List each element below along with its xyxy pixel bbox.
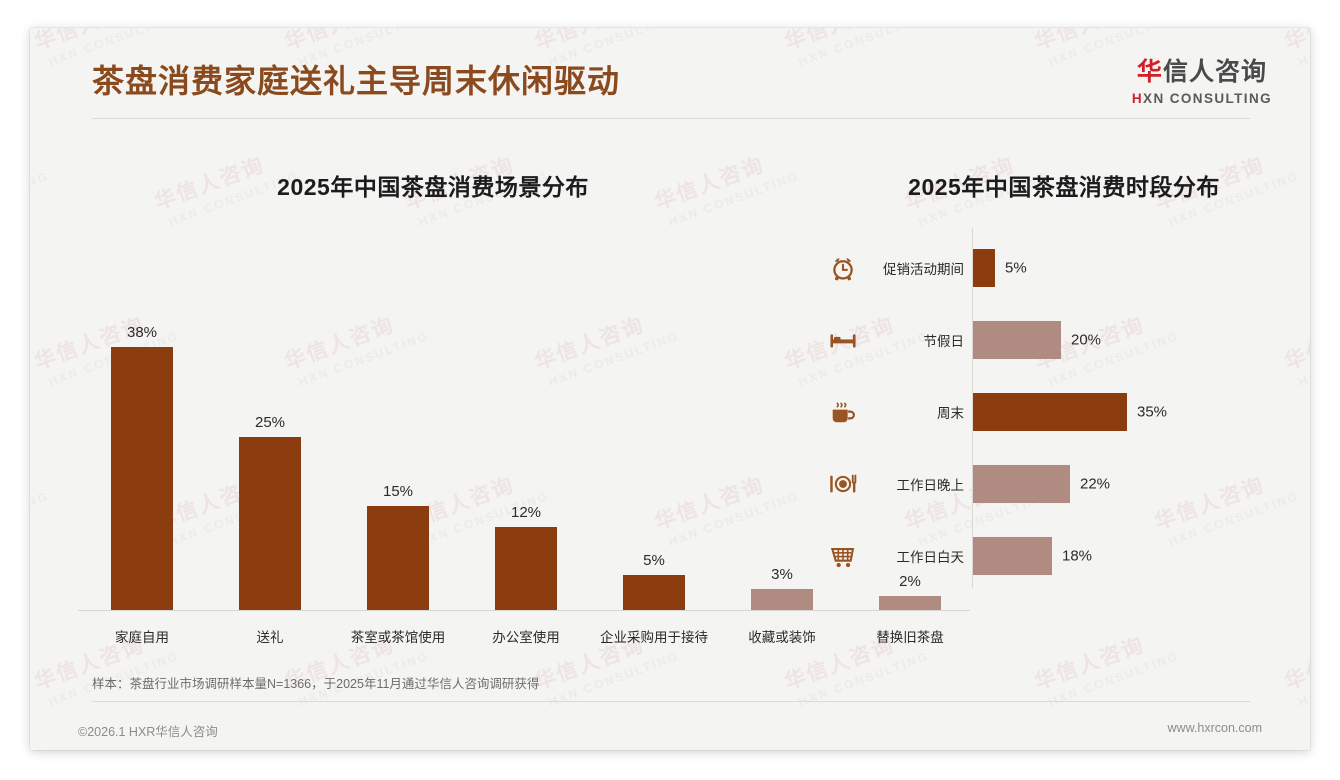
bar-rect[interactable] <box>111 347 173 610</box>
bar-rect[interactable] <box>495 527 557 610</box>
logo-chinese: 华信人咨询 <box>1132 60 1272 85</box>
header-divider <box>92 118 1250 119</box>
bar-group: 5% <box>590 552 718 610</box>
horizontal-bar-plot-area: 促销活动期间 5% 节假日 20% 周末 35% 工作日晚上 22% 工作日白天 18% <box>820 228 1294 628</box>
category-label: 促销活动期间 <box>883 262 964 277</box>
category-label: 节假日 <box>923 334 965 349</box>
logo-chinese-rest: 信人咨询 <box>1162 58 1267 86</box>
page-title: 茶盘消费家庭送礼主导周末休闲驱动 <box>92 63 621 99</box>
footnote-section: 样本：茶盘行业市场调研样本量N=1366，于2025年11月通过华信人咨询调研获… <box>92 673 1250 702</box>
bar-value-label: 38% <box>126 324 158 341</box>
category-label: 企业采购用于接待 <box>600 630 708 645</box>
category-label: 工作日白天 <box>896 550 965 565</box>
bar-value-label: 5% <box>1005 259 1027 277</box>
bar-value-label: 5% <box>643 552 665 569</box>
bar-row[interactable]: 节假日 20% <box>820 318 1294 362</box>
slide-header: 茶盘消费家庭送礼主导周末休闲驱动 华信人咨询 HXN CONSULTING <box>30 28 1310 119</box>
x-axis-line <box>78 610 970 611</box>
slide-footer: ©2026.1 HXR华信人咨询 www.hxrcon.com <box>30 711 1310 750</box>
bar-value-label: 18% <box>1062 547 1093 565</box>
logo-chinese-first-char: 华 <box>1136 58 1163 86</box>
bar-rect[interactable] <box>751 589 813 610</box>
category-label: 办公室使用 <box>492 630 560 645</box>
bar-group: 2% <box>846 573 974 610</box>
watermark-cn: 华信人咨询 <box>30 139 46 216</box>
bar-value-label: 25% <box>254 414 286 431</box>
category-label: 茶室或茶馆使用 <box>350 630 446 645</box>
category-label: 替换旧茶盘 <box>876 630 944 645</box>
category-label: 周末 <box>937 406 964 421</box>
coffee-mug-icon <box>826 395 860 429</box>
logo-english-first-char: H <box>1131 91 1144 106</box>
bar-rect[interactable] <box>973 249 995 287</box>
bar-value-label: 3% <box>771 566 793 583</box>
watermark-cn: 华信人咨询 <box>30 459 46 536</box>
copyright-text: ©2026.1 HXR华信人咨询 <box>78 725 218 739</box>
category-label: 收藏或装饰 <box>748 630 816 645</box>
bar-row[interactable]: 工作日晚上 22% <box>820 462 1294 506</box>
bar-rect[interactable] <box>973 537 1052 575</box>
bed-icon <box>826 323 860 357</box>
chart-title-left: 2025年中国茶盘消费场景分布 <box>277 174 589 200</box>
category-label: 家庭自用 <box>115 630 169 645</box>
bar-rect[interactable] <box>973 321 1061 359</box>
dinner-plate-icon <box>826 467 860 501</box>
watermark-en: HXN CONSULTING <box>1296 649 1310 710</box>
bar-value-label: 15% <box>382 483 414 500</box>
logo-english: HXN CONSULTING <box>1132 92 1272 106</box>
bar-rect[interactable] <box>239 437 301 610</box>
company-logo: 华信人咨询 HXN CONSULTING <box>1132 60 1272 106</box>
alarm-clock-icon <box>826 251 860 285</box>
scenario-distribution-chart: 2025年中国茶盘消费场景分布 38% 家庭自用 25% 送礼 15% 茶室或茶馆使用 12… <box>48 168 970 648</box>
bar-row[interactable]: 工作日白天 18% <box>820 534 1294 578</box>
category-label: 工作日晚上 <box>896 478 965 493</box>
chart-title-right: 2025年中国茶盘消费时段分布 <box>908 174 1220 200</box>
bar-rect[interactable] <box>367 506 429 610</box>
bar-rect[interactable] <box>973 465 1070 503</box>
sample-note: 样本：茶盘行业市场调研样本量N=1366，于2025年11月通过华信人咨询调研获… <box>92 677 540 691</box>
bar-group: 3% <box>718 566 846 610</box>
vertical-bar-plot-area: 38% 家庭自用 25% 送礼 15% 茶室或茶馆使用 12% 办公室使用 5% 企业采购用于接待… <box>48 222 970 645</box>
bar-value-label: 2% <box>899 573 921 590</box>
bar-rect[interactable] <box>879 596 941 610</box>
y-axis-line <box>972 228 973 588</box>
bar-rect[interactable] <box>973 393 1127 431</box>
bar-rect[interactable] <box>623 575 685 610</box>
bar-value-label: 35% <box>1137 403 1168 421</box>
bar-group: 15% <box>334 483 462 610</box>
category-label: 送礼 <box>256 630 284 645</box>
bar-value-label: 20% <box>1071 331 1102 349</box>
logo-english-rest: XN CONSULTING <box>1143 91 1272 106</box>
bar-row[interactable]: 促销活动期间 5% <box>820 246 1294 290</box>
bar-value-label: 22% <box>1080 475 1111 493</box>
bar-group: 12% <box>462 504 590 610</box>
bar-group: 25% <box>206 414 334 610</box>
footnote-divider <box>92 701 1250 702</box>
website-link[interactable]: www.hxrcon.com <box>1167 721 1262 735</box>
time-period-distribution-chart: 2025年中国茶盘消费时段分布 促销活动期间 5% 节假日 20% 周末 35% 工作日晚上… <box>820 168 1294 648</box>
bar-row[interactable]: 周末 35% <box>820 390 1294 434</box>
shopping-cart-icon <box>826 539 860 573</box>
watermark-en: HXN CONSULTING <box>1296 329 1310 390</box>
bar-value-label: 12% <box>510 504 542 521</box>
bar-group: 38% <box>78 324 206 610</box>
